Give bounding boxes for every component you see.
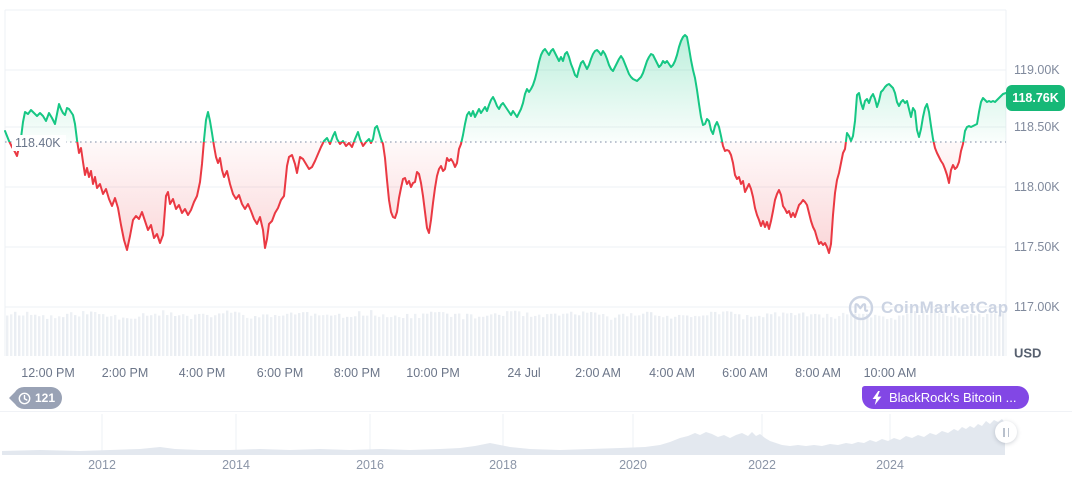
navigator-year-label: 2014 [222,458,250,472]
current-price-badge: 118.76K [1006,85,1065,111]
history-annotations-badge[interactable]: 121 [8,386,62,410]
navigator-year-label: 2024 [876,458,904,472]
navigator-year-label: 2022 [748,458,776,472]
x-axis-tick-label: 4:00 PM [178,366,226,380]
x-axis-tick-label: 10:00 PM [406,366,460,380]
baseline-price-label: 118.40K [12,135,66,151]
history-count: 121 [35,391,56,405]
navigator-year-label: 2020 [619,458,647,472]
x-axis-tick-label: 24 Jul [507,366,541,380]
y-axis-tick-label: 118.50K [1014,120,1060,134]
y-axis-tick-label: 119.00K [1014,63,1060,77]
navigator-year-label: 2012 [88,458,116,472]
x-axis-tick-label: 8:00 AM [795,366,841,380]
x-axis-tick-label: 8:00 PM [333,366,381,380]
x-axis-tick-label: 6:00 AM [722,366,768,380]
news-label: BlackRock's Bitcoin ... [889,390,1017,405]
y-axis-tick-label: 117.50K [1014,240,1060,254]
lightning-icon [872,390,882,405]
history-badge-shape [9,387,62,409]
y-axis-tick-label: 118.00K [1014,180,1060,194]
x-axis-tick-label: 2:00 PM [101,366,149,380]
x-axis-tick-label: 4:00 AM [649,366,695,380]
navigator-resize-handle[interactable] [995,421,1017,443]
main-chart-canvas[interactable] [0,0,1072,412]
news-event-badge[interactable]: BlackRock's Bitcoin ... [862,386,1030,409]
x-axis-tick-label: 12:00 PM [21,366,75,380]
y-axis-tick-label: 117.00K [1014,300,1060,314]
navigator-year-label: 2016 [356,458,384,472]
x-axis-tick-label: 6:00 PM [256,366,304,380]
timeline-navigator[interactable] [0,412,1072,477]
history-clock-icon [18,392,31,404]
navigator-year-label: 2018 [489,458,517,472]
y-axis-unit: USD [1014,345,1042,361]
navigator-top-border [0,411,1072,412]
x-axis-tick-label: 2:00 AM [575,366,621,380]
x-axis-tick-label: 10:00 AM [863,366,917,380]
